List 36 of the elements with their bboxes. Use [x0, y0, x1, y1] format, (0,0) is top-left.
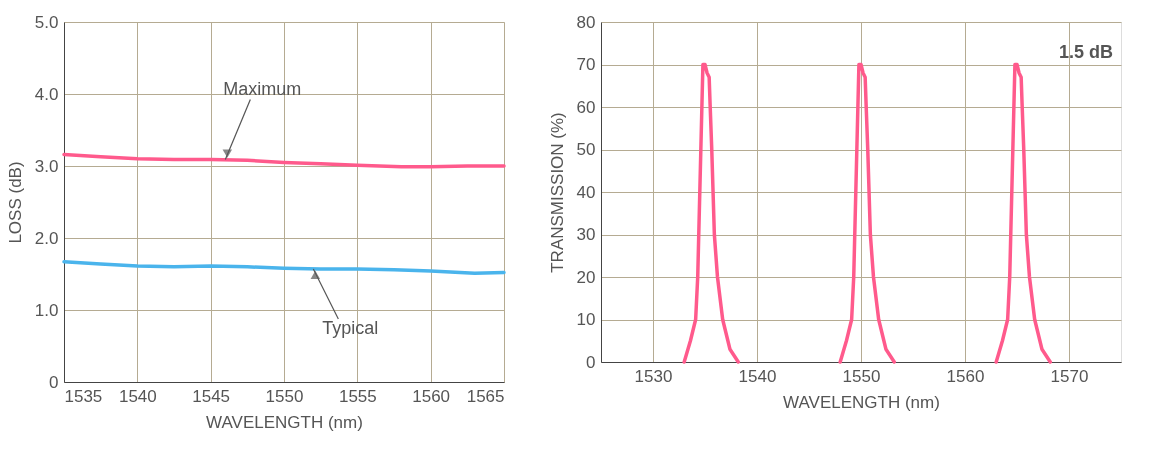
line-series: [838, 62, 897, 364]
x-tick-label: 1540: [738, 366, 777, 386]
x-tick-label: 1565: [466, 386, 505, 406]
x-tick-label: 1570: [1050, 366, 1089, 386]
y-tick-label: 30: [576, 225, 596, 244]
line-series: [682, 62, 741, 364]
x-tick-label: 1560: [946, 366, 985, 386]
y-tick-label: 5.0: [34, 12, 59, 32]
x-tick-label: 1530: [634, 366, 673, 386]
y-tick-label: 60: [576, 97, 596, 117]
x-axis-title: WAVELENGTH (nm): [206, 412, 363, 432]
x-tick-label: 1545: [192, 386, 231, 406]
line-series: [62, 152, 506, 169]
x-tick-label: 1535: [64, 386, 103, 406]
y-tick-label: 80: [576, 12, 596, 32]
x-tick-label: 1550: [842, 366, 881, 386]
x-tick-label: 1550: [265, 386, 304, 406]
y-axis-title: TRANSMISSION (%): [547, 112, 567, 273]
y-tick-label: 1.0: [34, 300, 59, 320]
y-tick-label: 0: [586, 352, 596, 372]
y-tick-label: 50: [576, 140, 596, 159]
y-tick-label: 2.0: [34, 228, 59, 248]
y-tick-label: 3.0: [34, 156, 59, 176]
x-tick-label: 1555: [338, 386, 377, 406]
line-series: [994, 62, 1053, 364]
x-tick-label: 1560: [412, 386, 451, 406]
y-tick-label: 70: [576, 55, 596, 74]
x-tick-label: 1540: [118, 386, 157, 406]
y-axis-title: LOSS (dB): [5, 161, 25, 244]
y-tick-label: 40: [576, 182, 596, 202]
x-axis-title: WAVELENGTH (nm): [783, 392, 940, 412]
y-tick-label: 4.0: [34, 84, 59, 104]
y-tick-label: 10: [576, 310, 596, 329]
y-tick-label: 20: [576, 267, 596, 287]
line-series: [62, 260, 506, 276]
y-tick-label: 0: [49, 372, 59, 392]
